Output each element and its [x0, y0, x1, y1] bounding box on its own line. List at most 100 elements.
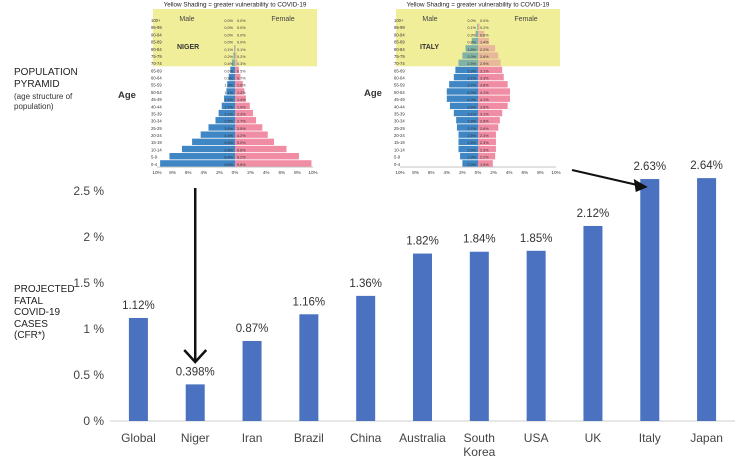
niger-age-group: 80-84	[151, 47, 162, 52]
italy-female-bar	[478, 73, 504, 81]
italy-male-value: 4.0%	[467, 91, 476, 95]
italy-female-value: 1.4%	[480, 41, 489, 45]
niger-female-value: 1.4%	[237, 98, 246, 102]
niger-female-bar	[235, 59, 238, 66]
niger-x-tick: 8%	[294, 170, 301, 175]
italy-age-group: 100+	[394, 18, 404, 23]
niger-female-value: 4.2%	[237, 134, 246, 138]
italy-male-bar	[462, 52, 478, 59]
category-label: Iran	[242, 431, 263, 445]
bar-south	[469, 251, 489, 421]
niger-male-bar	[181, 145, 235, 153]
italy-age-group: 50-54	[394, 90, 405, 95]
italy-pyramid: Yellow Shading = greater vulnerability t…	[394, 2, 561, 176]
italy-female-value: 2.2%	[480, 48, 489, 52]
italy-male-bar	[471, 37, 478, 45]
y-tick-label: 2.5 %	[73, 184, 104, 198]
bar-usa	[526, 250, 546, 421]
niger-male-value: 1.4%	[224, 98, 233, 102]
niger-age-group: 60-64	[151, 76, 162, 81]
niger-female-bar	[235, 153, 299, 160]
italy-female-value: 3.3%	[480, 77, 489, 81]
italy-female-bar	[478, 153, 496, 160]
niger-male-value: 8.4%	[224, 156, 233, 160]
italy-male-bar	[458, 138, 478, 146]
value-label: 1.36%	[349, 278, 382, 290]
niger-female-bar	[235, 109, 253, 117]
italy-female-value: 4.1%	[480, 98, 489, 102]
italy-male-value: 2.0%	[467, 163, 476, 167]
italy-female-bar	[478, 160, 493, 167]
niger-age-group: 35-39	[151, 111, 162, 116]
italy-female-value: 4.1%	[480, 91, 489, 95]
italy-male-value: 2.5%	[467, 148, 476, 152]
italy-male-value: 3.6%	[467, 105, 476, 109]
italy-male-bar	[455, 66, 478, 74]
italy-male-bar	[458, 131, 478, 138]
italy-female-bar	[478, 145, 496, 153]
value-label: 0.87%	[236, 323, 269, 335]
niger-age-group: 65-69	[151, 68, 162, 73]
value-label: 1.16%	[293, 296, 326, 308]
niger-male-value: 1.0%	[224, 84, 233, 88]
niger-female-bar	[235, 138, 274, 146]
niger-age-group: 100+	[151, 18, 161, 23]
bar-iran	[242, 340, 262, 421]
bar-niger	[185, 384, 205, 421]
niger-male-value: 0.0%	[224, 19, 233, 23]
niger-male-value: 0.6%	[224, 69, 233, 73]
niger-male-label: Male	[179, 16, 194, 23]
italy-male-bar	[460, 153, 478, 160]
italy-female-bar	[478, 66, 503, 74]
niger-male-bar	[234, 45, 235, 52]
niger-age-group: 50-54	[151, 90, 162, 95]
niger-female-value: 1.0%	[237, 84, 246, 88]
niger-female-value: 0.2%	[237, 55, 246, 59]
italy-male-bar	[462, 160, 478, 167]
italy-female-bar	[478, 95, 510, 102]
bar-japan	[697, 178, 717, 421]
italy-male-value: 2.5%	[467, 141, 476, 145]
italy-male-bar	[449, 102, 478, 110]
italy-male-bar	[453, 73, 478, 81]
bar-china	[356, 295, 376, 421]
pyramid-title: POPULATION PYRAMID	[14, 67, 78, 90]
italy-age-group: 40-44	[394, 104, 405, 109]
italy-male-value: 2.3%	[467, 156, 476, 160]
niger-x-tick: 4%	[200, 170, 207, 175]
niger-female-value: 0.7%	[237, 77, 246, 81]
italy-female-bar	[478, 81, 508, 88]
italy-x-tick: 8%	[537, 170, 544, 175]
niger-male-bar	[192, 138, 235, 146]
italy-country-label: ITALY	[420, 44, 439, 51]
italy-age-group: 65-69	[394, 68, 405, 73]
italy-female-value: 2.8%	[480, 120, 489, 124]
value-label: 2.63%	[633, 161, 666, 173]
niger-age-group: 95-99	[151, 25, 162, 30]
niger-age-group: 10-14	[151, 147, 162, 152]
italy-age-group: 75-79	[394, 54, 405, 59]
category-label: South Korea	[463, 431, 495, 459]
category-label: Global	[121, 431, 156, 445]
niger-male-value: 0.0%	[224, 41, 233, 45]
italy-male-bar	[465, 45, 478, 52]
value-label: 1.82%	[406, 236, 439, 248]
value-label: 1.12%	[122, 300, 155, 312]
niger-female-value: 0.1%	[237, 48, 246, 52]
niger-age-group: 85-89	[151, 40, 162, 45]
y-tick-label: 0 %	[83, 414, 104, 428]
niger-male-value: 9.6%	[224, 163, 233, 167]
niger-female-bar	[235, 145, 287, 153]
niger-female-value: 0.0%	[237, 19, 246, 23]
italy-female-value: 3.1%	[480, 69, 489, 73]
bar-uk	[583, 225, 603, 421]
italy-male-bar	[456, 124, 478, 131]
italy-female-bar	[478, 37, 489, 45]
italy-age-group: 15-19	[394, 140, 405, 145]
italy-female-bar	[478, 23, 480, 30]
italy-age-group: 20-24	[394, 133, 405, 138]
italy-female-bar	[478, 88, 510, 95]
niger-male-bar	[160, 160, 235, 167]
bar-italy	[640, 179, 660, 421]
niger-male-value: 0.4%	[224, 62, 233, 66]
